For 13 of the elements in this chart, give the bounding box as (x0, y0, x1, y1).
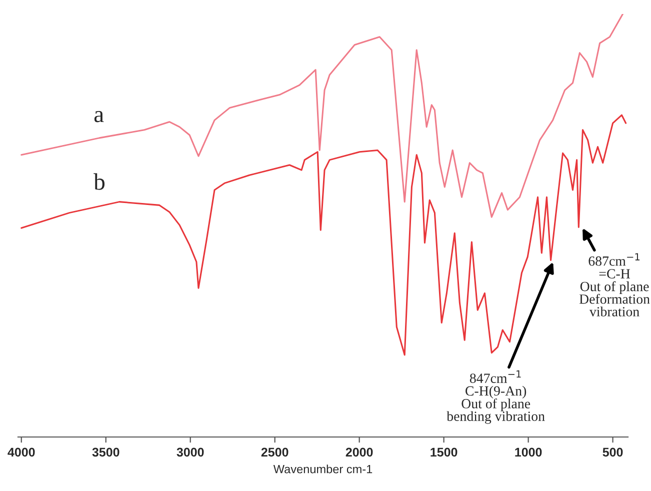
x-axis-title: Wavenumber cm-1 (273, 464, 372, 474)
x-tick-label: 2500 (261, 448, 288, 457)
series-label: a (94, 110, 104, 122)
annotation: 847cm$^{−1}$ C-H(9-An) Out of plane bending vibration (446, 370, 545, 424)
x-tick-label: 3000 (176, 448, 204, 457)
x-tick-label: 2000 (346, 448, 373, 457)
series-label: b (94, 173, 105, 190)
x-tick-label: 3500 (92, 448, 120, 457)
x-tick-label: 4000 (8, 448, 35, 457)
x-tick-label: 1500 (430, 448, 458, 457)
x-tick-label: 500 (602, 448, 623, 457)
x-tick-label: 1000 (515, 448, 542, 457)
annotation: 687cm$^{−1}$ =C-H Out of plane Deformation vibration (579, 253, 650, 316)
